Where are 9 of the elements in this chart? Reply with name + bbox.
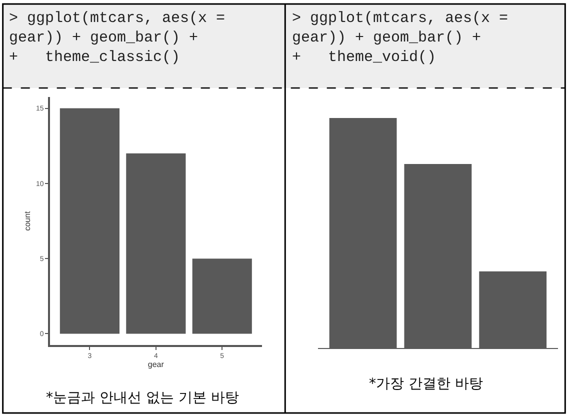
bar [192,258,252,334]
text: *눈금과 안내선 없는 기본 바탕 [46,390,239,406]
text: *가장 간결한 바탕 [369,376,483,392]
y-axis-title: count [23,210,32,231]
chart-title: > ggplot(mtcars, aes(x = gear)) + geom_bar() + + theme_void() [292,10,508,66]
chart-title: > ggplot(mtcars, aes(x = gear)) + geom_bar() + + theme_classic() [9,10,226,66]
bar [60,108,120,334]
x-axis-title: gear [148,360,164,370]
bar [126,153,186,334]
